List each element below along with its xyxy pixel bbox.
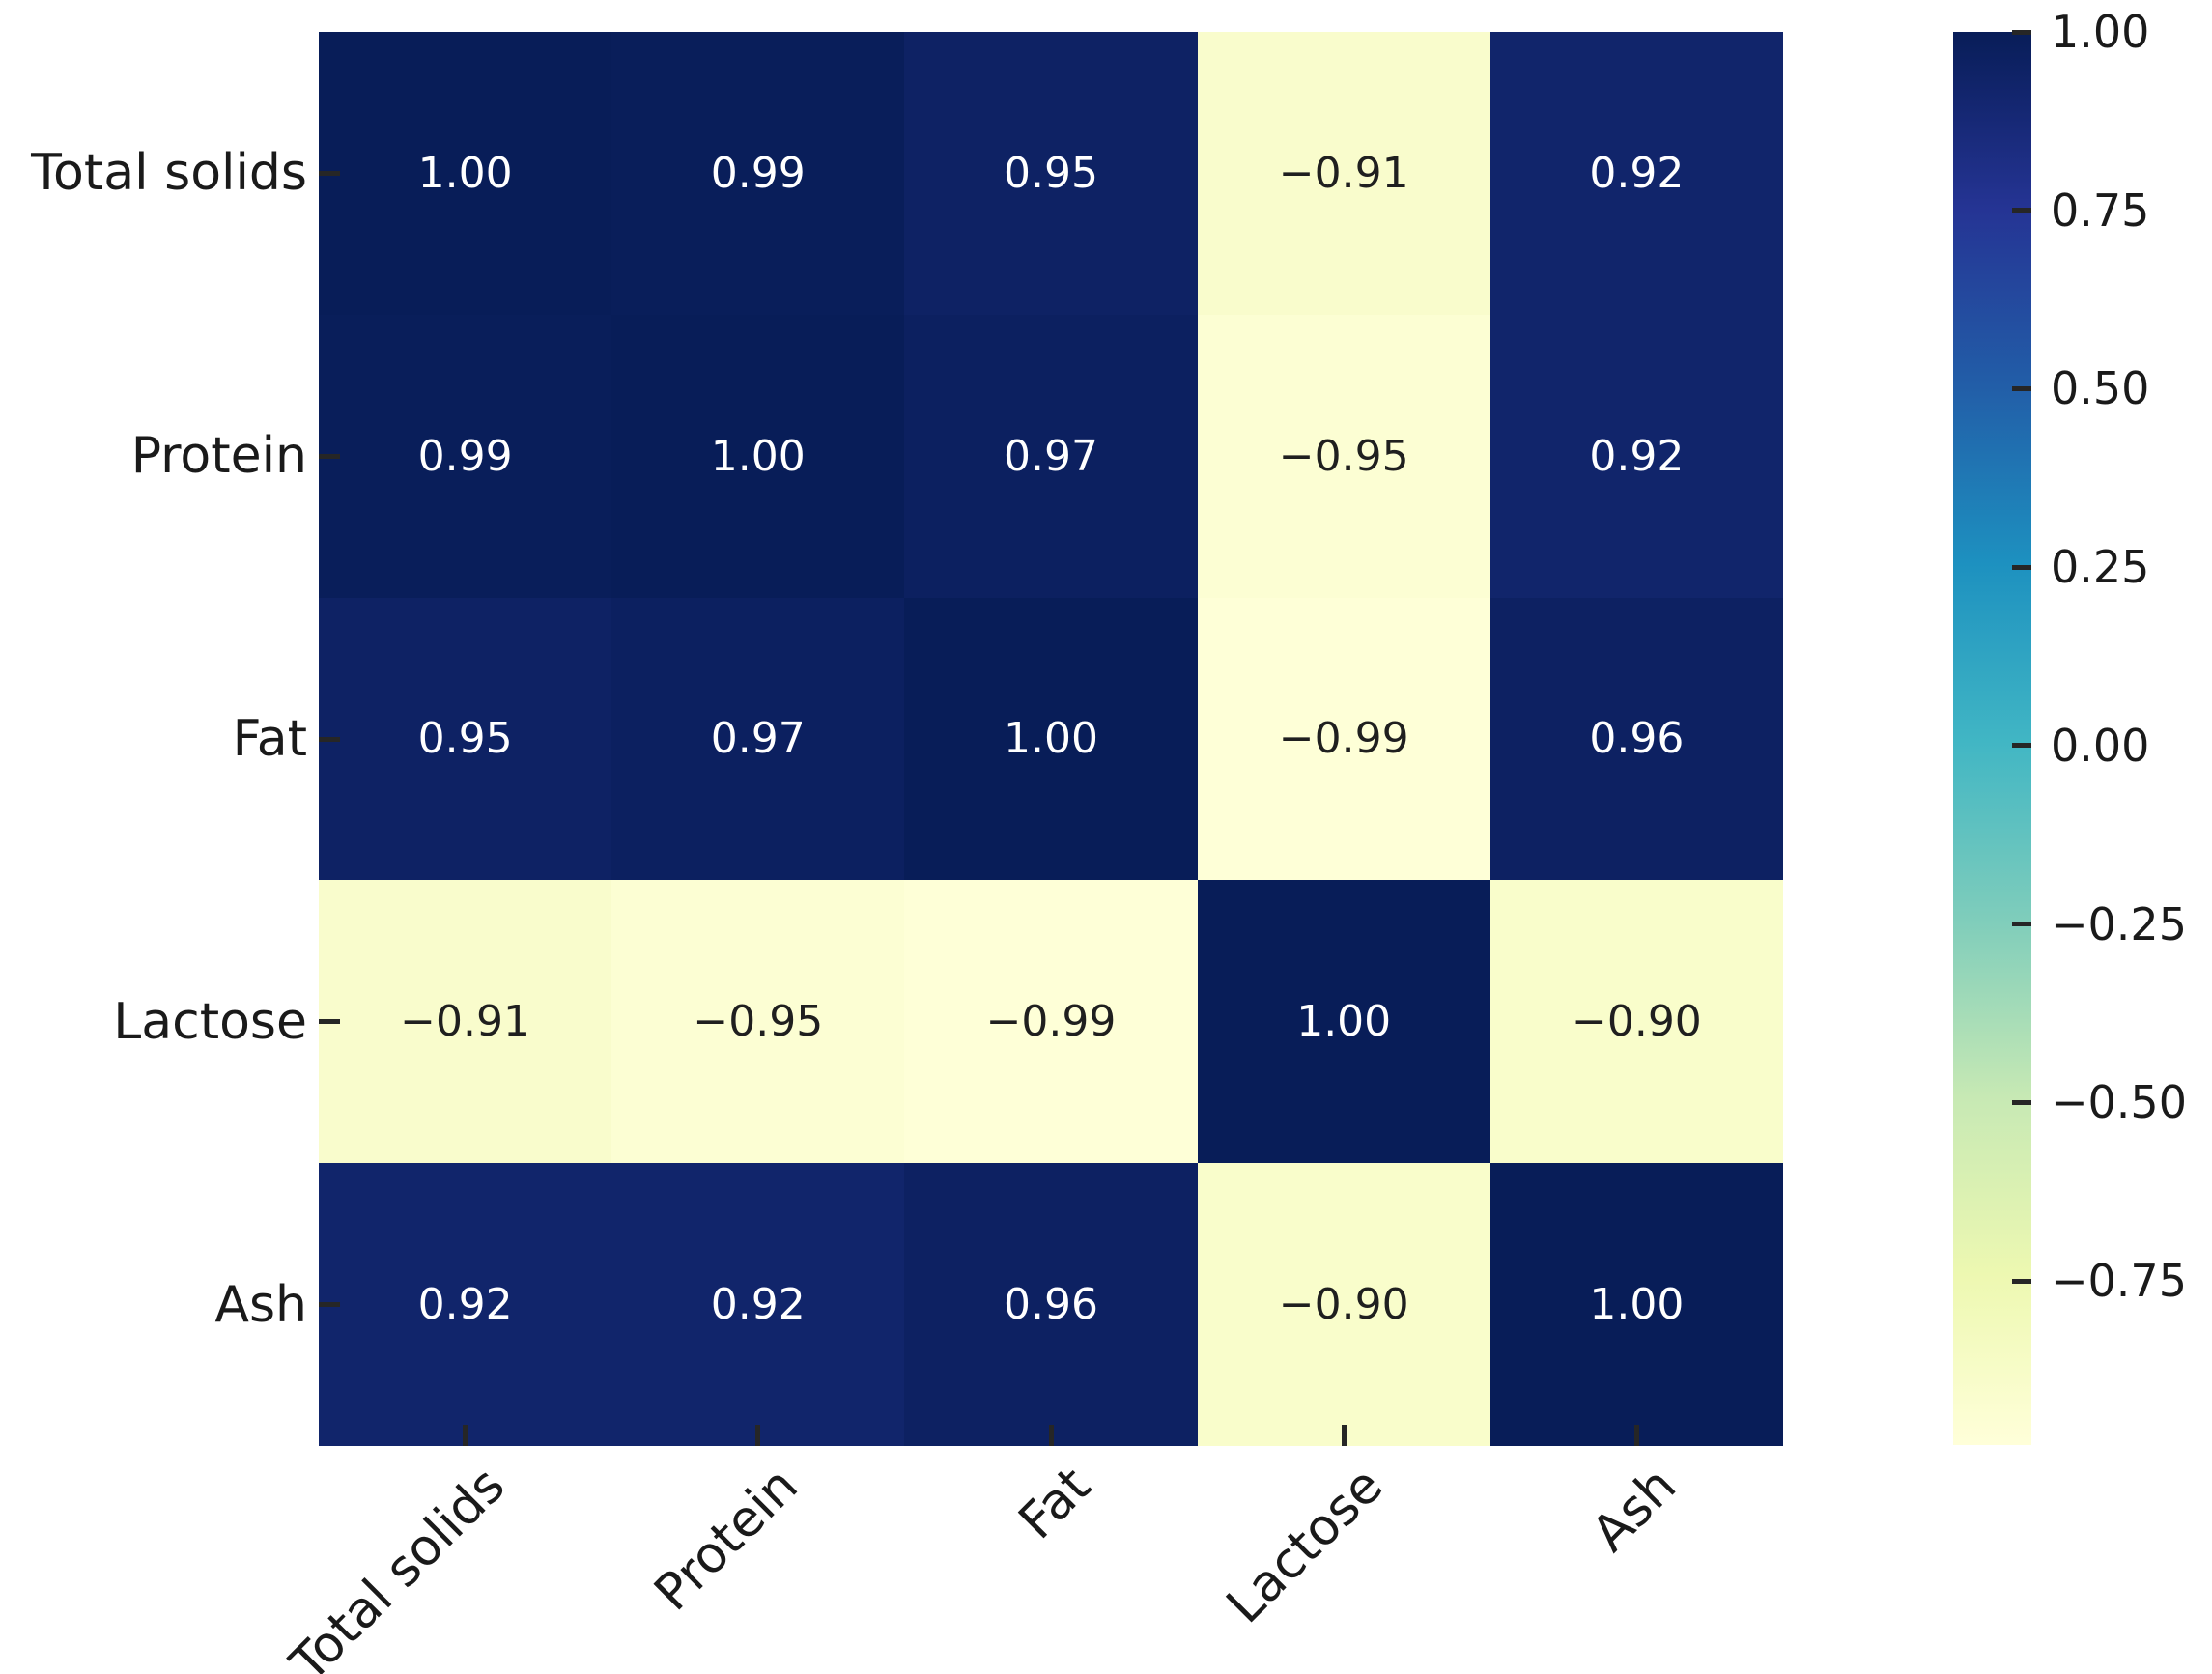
colorbar-tick-mark: [2012, 743, 2031, 749]
y-axis-label: Lactose: [113, 992, 307, 1051]
cell-value: 0.92: [1589, 431, 1685, 481]
cell-value: 0.92: [1589, 148, 1685, 198]
heatmap-cell: 1.00: [611, 314, 905, 598]
heatmap-cell: −0.90: [1489, 880, 1783, 1164]
cell-value: 0.99: [417, 431, 513, 481]
heatmap-cell: 0.95: [319, 597, 612, 881]
colorbar-tick-label: 0.50: [2051, 362, 2150, 415]
x-axis-label: Ash: [1580, 1457, 1687, 1564]
colorbar-tick-label: 1.00: [2051, 6, 2150, 58]
heatmap-cell: 0.96: [904, 1163, 1198, 1446]
cell-value: 0.99: [710, 148, 806, 198]
heatmap-cell: 1.00: [904, 597, 1198, 881]
cell-value: 1.00: [1296, 997, 1392, 1047]
colorbar-tick-label: −0.75: [2051, 1255, 2187, 1308]
heatmap-cell: 0.92: [319, 1163, 612, 1446]
heatmap-cell: −0.91: [319, 880, 612, 1164]
cell-value: 0.95: [417, 714, 513, 764]
heatmap-cell: 0.97: [904, 314, 1198, 598]
colorbar-tick-mark: [2012, 1099, 2031, 1105]
y-axis-label: Fat: [232, 710, 307, 768]
cell-value: 0.96: [1004, 1280, 1098, 1330]
y-tick-mark: [319, 1019, 340, 1025]
cell-value: 0.97: [710, 714, 806, 764]
heatmap-cell: 0.95: [904, 32, 1198, 315]
cell-value: −0.95: [1278, 431, 1409, 481]
x-tick-mark: [755, 1425, 761, 1446]
colorbar-tick-label: −0.25: [2051, 897, 2187, 950]
y-tick-mark: [319, 1302, 340, 1308]
x-axis-label: Fat: [1007, 1457, 1102, 1551]
heatmap-cell: 0.92: [1489, 32, 1783, 315]
colorbar-tick-mark: [2012, 208, 2031, 213]
cell-value: −0.90: [1571, 997, 1702, 1047]
cell-value: 0.97: [1004, 431, 1098, 481]
heatmap-cell: −0.99: [1197, 597, 1490, 881]
heatmap-cell: 1.00: [1489, 1163, 1783, 1446]
y-tick-mark: [319, 453, 340, 459]
cell-value: 1.00: [710, 431, 806, 481]
y-tick-mark: [319, 170, 340, 176]
colorbar-tick-label: −0.50: [2051, 1076, 2187, 1129]
cell-value: −0.95: [693, 997, 824, 1047]
cell-value: −0.99: [1278, 714, 1409, 764]
colorbar-tick-label: 0.75: [2051, 184, 2150, 237]
y-axis-label: Protein: [130, 427, 307, 486]
x-tick-mark: [1633, 1425, 1639, 1446]
x-tick-mark: [1048, 1425, 1054, 1446]
colorbar-tick-mark: [2012, 564, 2031, 570]
heatmap-cell: 1.00: [319, 32, 612, 315]
cell-value: 1.00: [417, 148, 513, 198]
colorbar-tick-mark: [2012, 385, 2031, 391]
cell-value: 0.96: [1589, 714, 1685, 764]
heatmap-cell: 0.99: [319, 314, 612, 598]
colorbar-tick-label: 0.00: [2051, 719, 2150, 772]
x-axis-label: Lactose: [1216, 1457, 1395, 1635]
x-tick-mark: [463, 1425, 468, 1446]
cell-value: 0.95: [1004, 148, 1098, 198]
y-tick-mark: [319, 736, 340, 742]
colorbar-tick-mark: [2012, 922, 2031, 927]
x-axis-label: Protein: [642, 1457, 809, 1623]
heatmap-cell: 1.00: [1197, 880, 1490, 1164]
heatmap-cell: −0.99: [904, 880, 1198, 1164]
cell-value: −0.91: [400, 997, 531, 1047]
heatmap-cell: 0.92: [611, 1163, 905, 1446]
heatmap-cell: −0.91: [1197, 32, 1490, 315]
cell-value: 1.00: [1004, 714, 1098, 764]
cell-value: −0.90: [1278, 1280, 1409, 1330]
heatmap-cell: −0.90: [1197, 1163, 1490, 1446]
heatmap-cell: 0.97: [611, 597, 905, 881]
cell-value: 0.92: [710, 1280, 806, 1330]
heatmap-cell: −0.95: [611, 880, 905, 1164]
x-tick-mark: [1341, 1425, 1347, 1446]
cell-value: 1.00: [1589, 1280, 1685, 1330]
cell-value: −0.91: [1278, 148, 1409, 198]
heatmap-cell: 0.99: [611, 32, 905, 315]
colorbar-tick-label: 0.25: [2051, 541, 2150, 594]
colorbar-tick-mark: [2012, 1278, 2031, 1284]
colorbar-tick-mark: [2012, 29, 2031, 35]
colorbar: [1953, 32, 2031, 1445]
heatmap-cell: −0.95: [1197, 314, 1490, 598]
y-axis-label: Total solids: [31, 144, 307, 203]
y-axis-label: Ash: [214, 1275, 307, 1334]
heatmap-grid: 1.00 0.99 0.95 −0.91 0.92 0.99 1.00 0.97 −0.95 0.…: [319, 32, 1783, 1446]
cell-value: −0.99: [985, 997, 1117, 1047]
heatmap-cell: 0.96: [1489, 597, 1783, 881]
x-axis-label: Total solids: [279, 1457, 517, 1674]
heatmap-cell: 0.92: [1489, 314, 1783, 598]
cell-value: 0.92: [417, 1280, 513, 1330]
